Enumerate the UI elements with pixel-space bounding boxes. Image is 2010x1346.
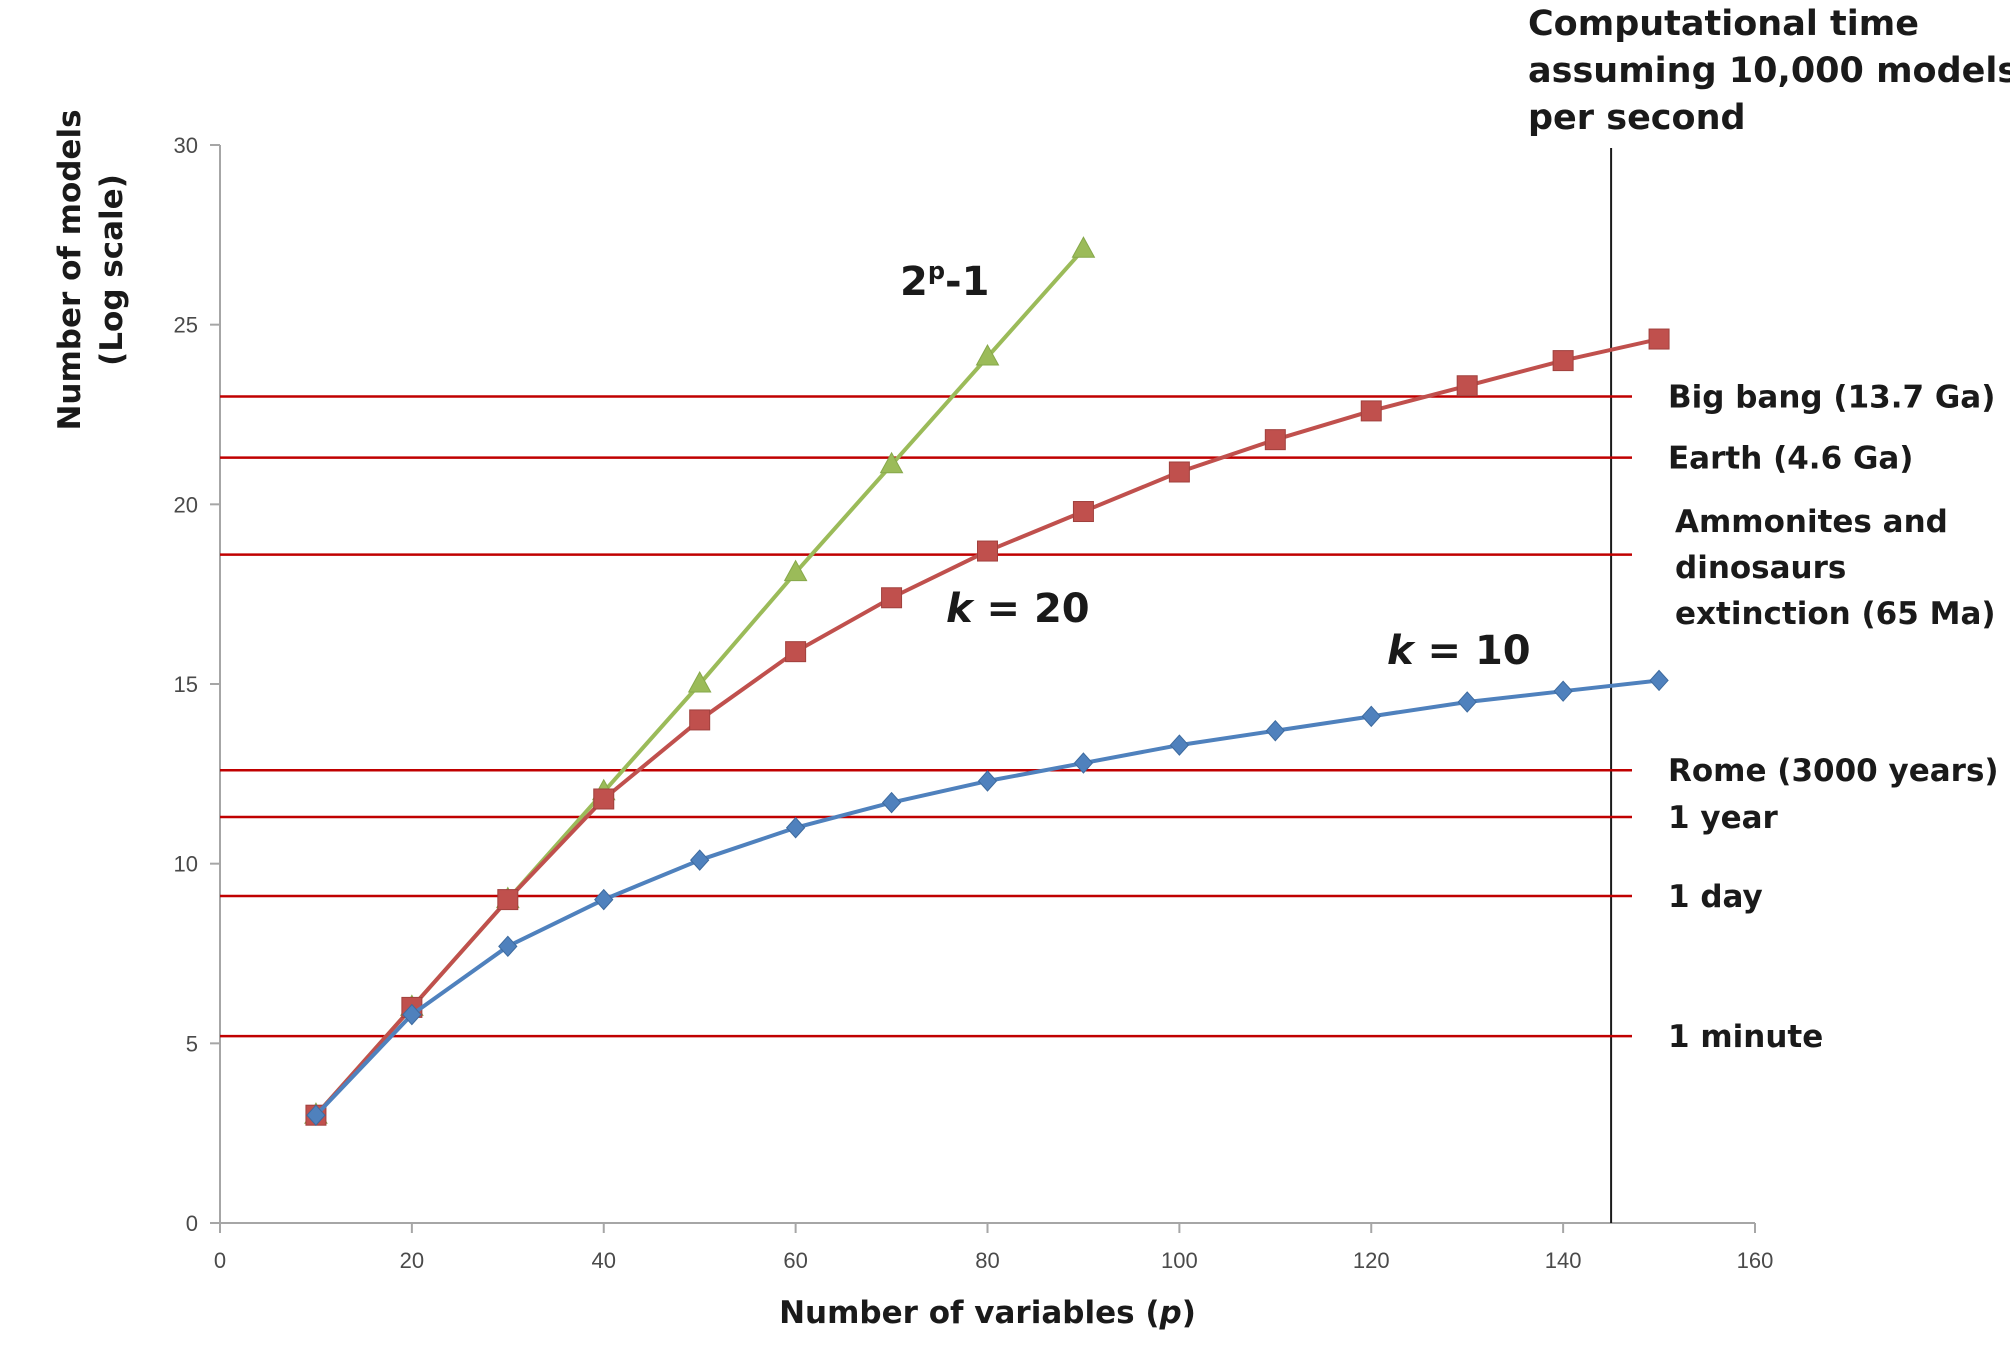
series-marker-s2p xyxy=(1071,236,1096,258)
series-marker-k10 xyxy=(1649,669,1669,692)
series-label-k20-var: k xyxy=(946,586,975,632)
series-label-2p-base: 2 xyxy=(900,259,928,305)
x-tick-label: 160 xyxy=(1737,1248,1774,1273)
series-marker-k20 xyxy=(1264,429,1286,451)
x-tick-label: 120 xyxy=(1353,1248,1390,1273)
series-marker-k10 xyxy=(498,935,518,958)
series-label-k20-rest: = 20 xyxy=(973,586,1090,632)
series-marker-k10 xyxy=(402,1003,422,1026)
series-marker-k20 xyxy=(1360,400,1382,422)
series-marker-s2p xyxy=(879,451,904,474)
series-marker-s2p xyxy=(783,559,808,582)
series-layer xyxy=(304,236,1670,1126)
x-tick-label: 100 xyxy=(1161,1248,1198,1273)
x-tick-label: 20 xyxy=(400,1248,424,1273)
computational-time-title-line: Computational time xyxy=(1528,4,1919,44)
series-label-2p: 2p-1 xyxy=(900,257,989,305)
x-axis-title-main: Number of variables ( xyxy=(779,1295,1159,1331)
series-label-k10-var: k xyxy=(1387,628,1416,674)
x-tick-label: 40 xyxy=(592,1248,616,1273)
series-marker-k10 xyxy=(594,888,614,911)
reference-lines-layer xyxy=(220,148,1632,1223)
labels-layer: Computational time assuming 10,000 models… xyxy=(900,4,2010,1055)
x-axis-title-variable: p xyxy=(1159,1295,1182,1331)
y-tick-label: 15 xyxy=(174,672,198,697)
reference-line-label: Ammonites and xyxy=(1675,504,1948,540)
reference-line-label: dinosaurs xyxy=(1675,550,1846,586)
y-tick-label: 20 xyxy=(174,492,198,517)
x-tick-label: 0 xyxy=(214,1248,226,1273)
y-tick-label: 25 xyxy=(174,313,198,338)
series-marker-k20 xyxy=(881,587,903,609)
series-marker-k10 xyxy=(690,849,710,871)
series-marker-k20 xyxy=(497,889,519,911)
series-marker-k20 xyxy=(689,709,711,731)
series-marker-k20 xyxy=(1552,350,1574,372)
x-tick-label: 60 xyxy=(783,1248,807,1273)
series-marker-k10 xyxy=(1361,705,1381,728)
series-marker-k20 xyxy=(1648,328,1670,350)
series-marker-k10 xyxy=(1457,691,1477,713)
series-marker-k20 xyxy=(1072,501,1094,523)
reference-line-label: 1 year xyxy=(1668,800,1779,836)
series-label-2p-sup: p xyxy=(928,257,945,285)
y-tick-label: 30 xyxy=(174,133,198,158)
series-marker-s2p xyxy=(687,670,712,693)
reference-line-label: 1 minute xyxy=(1668,1019,1823,1055)
y-axis-title-line1: Number of models xyxy=(52,109,88,430)
series-marker-k20 xyxy=(593,788,615,810)
series-label-k20: k = 20 xyxy=(946,586,1090,632)
series-marker-k10 xyxy=(785,816,806,839)
y-axis-title: Number of models (Log scale) xyxy=(52,109,130,430)
x-tick-label: 140 xyxy=(1545,1248,1582,1273)
series-marker-k20 xyxy=(977,540,998,562)
series-marker-k10 xyxy=(881,791,902,814)
x-tick-label: 80 xyxy=(975,1248,999,1273)
series-marker-k10 xyxy=(1265,719,1285,742)
y-tick-label: 10 xyxy=(174,852,198,877)
axes-layer: 0 5 10 15 20 25 30 0 20 40 60 80 100 120 140 160 Number … xyxy=(52,109,1773,1331)
series-marker-k10 xyxy=(306,1104,326,1126)
series-marker-k20 xyxy=(1456,375,1478,397)
y-tick-label: 0 xyxy=(186,1211,198,1236)
series-marker-k10 xyxy=(1073,752,1094,774)
reference-line-label: Rome (3000 years) xyxy=(1668,753,1999,789)
reference-line-label: Earth (4.6 Ga) xyxy=(1668,441,1913,477)
x-axis-title: Number of variables (p) xyxy=(779,1295,1196,1331)
reference-line-label: 1 day xyxy=(1668,879,1763,915)
series-marker-k20 xyxy=(785,641,807,663)
x-axis-title-close: ) xyxy=(1182,1295,1196,1331)
series-label-2p-rest: -1 xyxy=(945,259,989,305)
series-line-k20 xyxy=(314,337,1660,1117)
y-axis-title-line2: (Log scale) xyxy=(94,174,130,366)
series-label-k10: k = 10 xyxy=(1387,628,1531,674)
reference-line-label: Big bang (13.7 Ga) xyxy=(1668,380,1995,416)
series-marker-k10 xyxy=(1169,734,1190,756)
series-marker-k20 xyxy=(1168,461,1190,483)
series-marker-k10 xyxy=(977,770,998,792)
series-label-k10-rest: = 10 xyxy=(1414,628,1531,674)
series-marker-s2p xyxy=(975,343,1000,366)
series-marker-k10 xyxy=(1553,680,1573,702)
y-tick-label: 5 xyxy=(186,1031,198,1056)
computational-time-title-line: assuming 10,000 models xyxy=(1528,51,2010,91)
computational-time-title-line: per second xyxy=(1528,98,1746,138)
reference-line-label: extinction (65 Ma) xyxy=(1675,596,1996,632)
